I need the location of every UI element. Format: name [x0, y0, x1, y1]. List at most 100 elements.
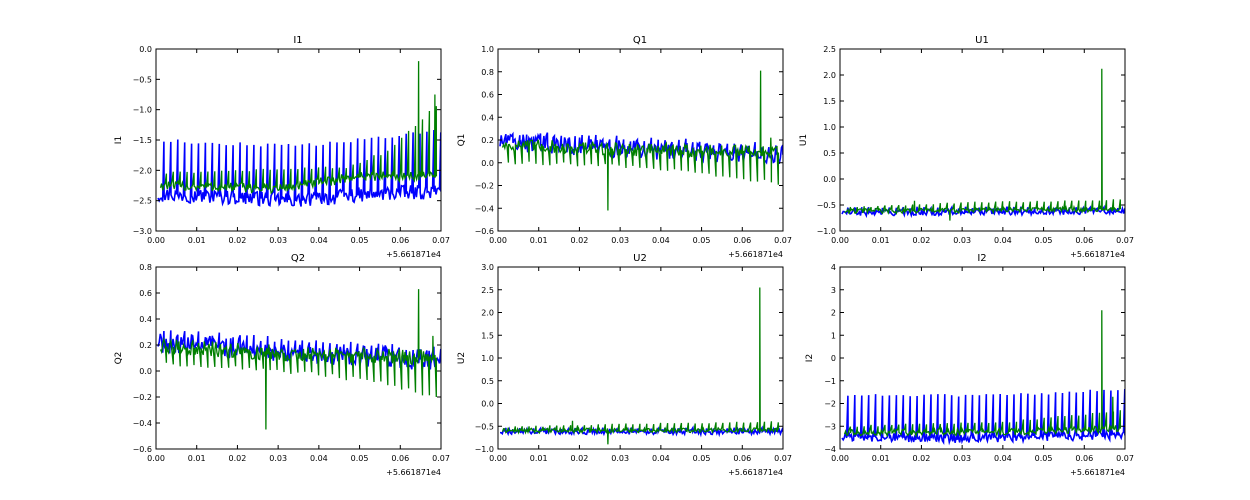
x-offset-label: +5.661871e4	[386, 250, 441, 259]
y-tick-label: 0.8	[139, 263, 152, 272]
x-tick-label: 0.04	[994, 454, 1012, 463]
x-tick-label: 0.01	[530, 454, 548, 463]
series-line-blue	[157, 129, 441, 207]
x-tick-label: 0.06	[1075, 236, 1093, 245]
series-line-green	[159, 289, 438, 430]
plot-title: U1	[975, 35, 989, 46]
y-tick-label: 2	[831, 309, 836, 318]
subplot-q1: Q1 Q1 0.00 0.01 0.02 0.03 0.04 0.05 0.06 0.07 −0…	[457, 35, 792, 259]
y-tick-label: 0.6	[139, 289, 152, 298]
y-tick-label: 0.2	[139, 341, 152, 350]
x-tick-label: 0.02	[229, 454, 247, 463]
y-tick-label: −1.5	[133, 136, 152, 145]
x-tick-label: 0.07	[774, 236, 792, 245]
y-axis-label: U2	[457, 352, 467, 364]
x-tick-label: 0.05	[693, 454, 711, 463]
y-tick-label: 2.0	[823, 71, 836, 80]
x-tick-label: 0.07	[1116, 236, 1134, 245]
x-tick-label: 0.04	[310, 454, 328, 463]
y-tick-label: −1.0	[475, 445, 494, 454]
series-line-blue	[841, 388, 1125, 446]
x-tick-label: 0.03	[953, 236, 971, 245]
x-tick-label: 0.03	[953, 454, 971, 463]
y-tick-label: 2.5	[481, 286, 494, 295]
x-tick-label: 0.05	[1035, 236, 1053, 245]
y-tick-label: 1.0	[481, 45, 494, 54]
y-tick-label: 0.0	[139, 45, 152, 54]
x-tick-label: 0.05	[693, 236, 711, 245]
y-tick-label: −1	[824, 377, 836, 386]
y-tick-label: 1.5	[481, 331, 494, 340]
y-axis-label: I2	[805, 354, 815, 362]
plot-title: U2	[633, 253, 647, 264]
x-tick-label: 0.03	[269, 236, 287, 245]
x-tick-label: 0.02	[913, 236, 931, 245]
y-tick-label: −1.0	[133, 106, 152, 115]
x-tick-label: 0.02	[571, 454, 589, 463]
axes-frame	[155, 48, 442, 232]
y-tick-label: 2.0	[481, 309, 494, 318]
y-axis-label: I1	[114, 136, 124, 144]
x-tick-label: 0.01	[530, 236, 548, 245]
x-tick-label: 0.04	[994, 236, 1012, 245]
y-axis-label: U1	[799, 134, 809, 146]
series-line-green	[501, 287, 780, 445]
x-tick-label: 0.00	[489, 236, 507, 245]
x-offset-label: +5.661871e4	[1070, 250, 1125, 259]
y-tick-label: 1.0	[823, 123, 836, 132]
x-tick-label: 0.04	[310, 236, 328, 245]
y-tick-label: 0.0	[481, 159, 494, 168]
y-tick-label: 0.8	[481, 68, 494, 77]
y-tick-label: 0.5	[481, 377, 494, 386]
y-tick-label: −0.5	[475, 422, 494, 431]
x-tick-label: 0.06	[391, 454, 409, 463]
y-tick-label: 0	[831, 354, 836, 363]
y-tick-label: −0.2	[475, 182, 494, 191]
plot-area: 0.00 0.01 0.02 0.03 0.04 0.05 0.06 0.07 −1.0 −0.5…	[475, 263, 792, 463]
y-tick-label: −3	[824, 422, 836, 431]
x-offset-label: +5.661871e4	[728, 468, 783, 477]
y-tick-label: −0.2	[133, 393, 152, 402]
x-tick-label: 0.02	[229, 236, 247, 245]
x-tick-label: 0.05	[351, 236, 369, 245]
y-tick-label: 2.5	[823, 45, 836, 54]
x-tick-label: 0.03	[611, 236, 629, 245]
x-tick-label: 0.02	[571, 236, 589, 245]
x-tick-label: 0.06	[733, 236, 751, 245]
x-tick-label: 0.00	[489, 454, 507, 463]
y-tick-label: −0.6	[475, 227, 494, 236]
y-tick-label: −0.6	[133, 445, 152, 454]
x-offset-label: +5.661871e4	[728, 250, 783, 259]
x-offset-label: +5.661871e4	[1070, 468, 1125, 477]
x-tick-label: 0.01	[872, 454, 890, 463]
plot-title: I2	[977, 253, 986, 264]
x-tick-label: 0.02	[913, 454, 931, 463]
axes-frame	[497, 266, 784, 450]
y-tick-label: 0.5	[823, 149, 836, 158]
x-tick-label: 0.07	[774, 454, 792, 463]
series-line-green	[843, 310, 1122, 438]
x-tick-label: 0.01	[872, 236, 890, 245]
x-tick-label: 0.07	[432, 454, 450, 463]
x-tick-label: 0.00	[147, 454, 165, 463]
series-line-green	[501, 70, 780, 211]
y-tick-label: −0.5	[133, 75, 152, 84]
axes-frame	[155, 266, 442, 450]
y-tick-label: 1.5	[823, 97, 836, 106]
y-tick-label: 1.0	[481, 354, 494, 363]
plot-area: 0.00 0.01 0.02 0.03 0.04 0.05 0.06 0.07 −1.0 −0.5…	[817, 45, 1134, 245]
y-tick-label: 0.6	[481, 91, 494, 100]
x-tick-label: 0.05	[351, 454, 369, 463]
subplot-q2: Q2 Q2 0.00 0.01 0.02 0.03 0.04 0.05 0.06 0.07 −0…	[114, 253, 450, 477]
x-tick-label: 0.07	[432, 236, 450, 245]
x-tick-label: 0.03	[611, 454, 629, 463]
y-axis-label: Q1	[457, 134, 467, 147]
plot-area: 0.00 0.01 0.02 0.03 0.04 0.05 0.06 0.07 −0.6 −0.4…	[133, 263, 450, 463]
y-tick-label: 0.4	[139, 315, 152, 324]
subplot-i2: I2 I2 0.00 0.01 0.02 0.03 0.04 0.05 0.06 0.07 −4…	[805, 253, 1134, 477]
y-tick-label: −0.5	[817, 201, 836, 210]
series-line-green	[844, 68, 1122, 221]
x-tick-label: 0.06	[391, 236, 409, 245]
plot-title: Q1	[633, 35, 647, 46]
y-tick-label: 0.4	[481, 113, 494, 122]
